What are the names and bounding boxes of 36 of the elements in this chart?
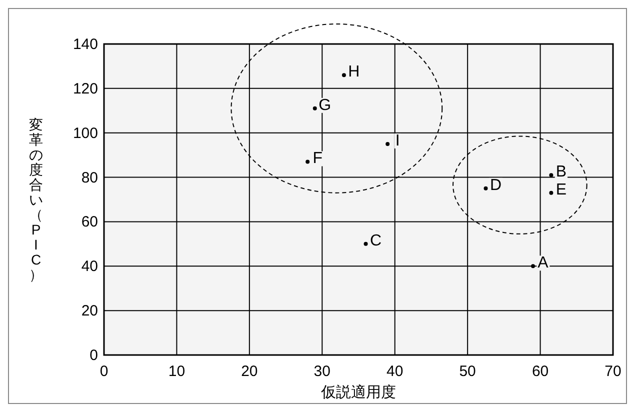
x-tick-label: 60: [532, 363, 549, 380]
x-tick-label: 10: [168, 363, 186, 380]
x-tick-label: 40: [386, 363, 404, 380]
x-tick-label: 70: [604, 363, 622, 380]
x-tick-label: 20: [241, 363, 258, 380]
point: [312, 106, 317, 110]
series-label: E: [556, 181, 567, 198]
series-label: I: [395, 132, 400, 150]
point: [364, 242, 368, 246]
point: [549, 173, 554, 178]
x-axis-title: 仮説適用度: [320, 384, 396, 401]
y-tick-label: 60: [81, 214, 98, 231]
y-tick-label: 80: [81, 169, 98, 186]
y-tick-label: 40: [81, 258, 98, 276]
y-tick-label: 20: [81, 302, 98, 320]
point: [342, 73, 346, 78]
y-tick-label: 140: [72, 36, 98, 53]
point: [531, 264, 536, 268]
point: [306, 160, 310, 164]
point: [386, 142, 390, 146]
series-label: C: [370, 232, 382, 250]
text: 変革の度合い（PIC）: [29, 116, 43, 282]
y-tick-label: 100: [72, 124, 98, 142]
y-tick-label: 0: [90, 347, 98, 364]
x-tick-label: 30: [314, 363, 330, 380]
series-label: H: [348, 64, 360, 81]
y-tick-label: 120: [72, 80, 98, 98]
series-label: B: [556, 164, 567, 181]
x-tick-label: 50: [459, 363, 476, 380]
point: [549, 190, 554, 195]
point: [484, 186, 488, 190]
series-label: F: [312, 150, 323, 168]
series-label: G: [318, 96, 332, 114]
series-label: A: [538, 254, 549, 272]
x-tick-label: 0: [100, 363, 108, 380]
series-label: D: [490, 176, 502, 194]
